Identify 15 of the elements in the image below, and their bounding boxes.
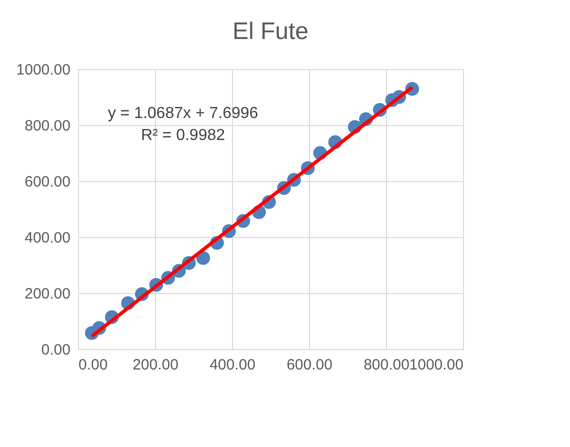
y-tick-label: 1000.00 bbox=[16, 62, 70, 78]
x-tick-label: 200.00 bbox=[132, 356, 178, 374]
y-tick-label: 400.00 bbox=[24, 230, 70, 246]
x-tick-label: 0.00 bbox=[78, 356, 108, 374]
x-tick-label: 400.00 bbox=[210, 356, 256, 374]
y-tick-label: 600.00 bbox=[24, 174, 70, 190]
y-tick-label: 800.00 bbox=[24, 118, 70, 134]
x-tick-label: 800.00 bbox=[364, 356, 410, 374]
chart-title: El Fute bbox=[232, 18, 309, 45]
x-tick-label: 600.00 bbox=[286, 356, 332, 374]
x-tick-label: 1000.00 bbox=[409, 356, 464, 374]
y-tick-label: 0.00 bbox=[41, 342, 70, 358]
annotation: y = 1.0687x + 7.6996 bbox=[108, 105, 258, 122]
annotation: R² = 0.9982 bbox=[140, 127, 226, 144]
y-tick-label: 200.00 bbox=[24, 286, 70, 302]
